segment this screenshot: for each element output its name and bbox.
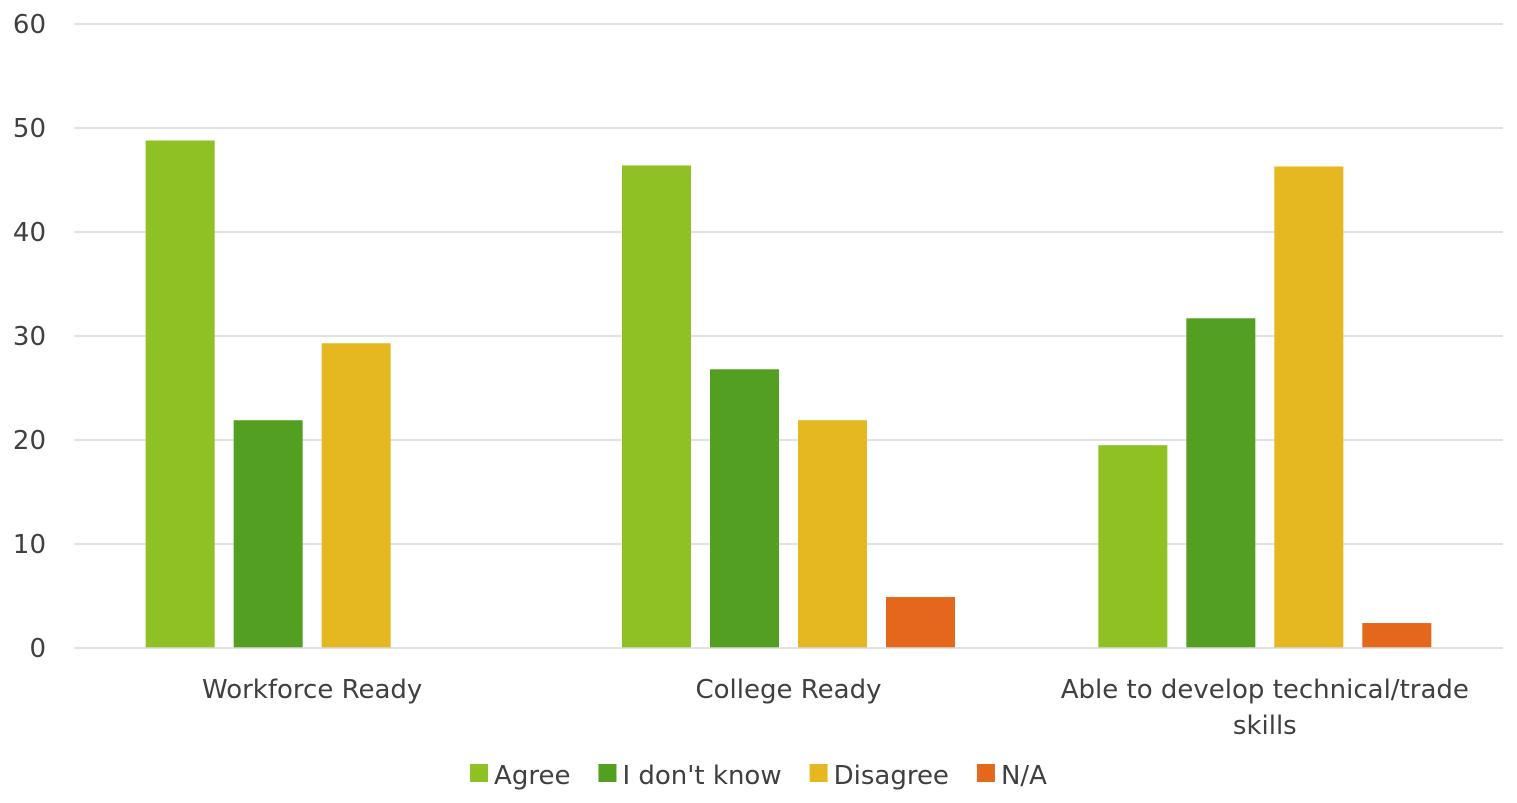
legend-swatch-agree <box>470 764 489 782</box>
y-tick-label-30: 30 <box>13 322 46 352</box>
bar-agree-1 <box>622 165 691 648</box>
bar-n-a-2 <box>1362 623 1432 648</box>
y-tick-label-60: 60 <box>13 10 46 40</box>
y-tick-label-10: 10 <box>13 530 46 560</box>
bar-i-don-t-know-2 <box>1186 318 1256 648</box>
legend-label-n-a: N/A <box>1001 761 1047 791</box>
legend-label-i-don-t-know: I don't know <box>622 761 781 791</box>
legend-swatch-i-don-t-know <box>598 764 617 782</box>
y-tick-label-50: 50 <box>13 114 46 144</box>
x-category-label: College Ready <box>696 675 882 705</box>
bar-agree-0 <box>145 140 215 649</box>
x-axis: Workforce Ready College Ready Able to deve… <box>74 647 1503 741</box>
legend-label-agree: Agree <box>494 761 570 791</box>
bar-i-don-t-know-1 <box>710 369 779 648</box>
bar-agree-2 <box>1098 445 1168 648</box>
y-axis-tick-labels: 0 10 20 30 40 50 60 <box>13 10 46 664</box>
legend-swatch-disagree <box>809 764 828 782</box>
y-tick-label-20: 20 <box>13 426 46 456</box>
x-category-label: Workforce Ready <box>202 675 422 705</box>
bar-disagree-2 <box>1274 166 1344 649</box>
bar-disagree-1 <box>798 420 867 648</box>
bars <box>145 140 1432 649</box>
y-tick-label-40: 40 <box>13 218 46 248</box>
bar-disagree-0 <box>321 343 391 648</box>
legend: Agree I don't know Disagree N/A <box>470 761 1047 791</box>
legend-label-disagree: Disagree <box>834 761 949 791</box>
bar-n-a-1 <box>886 597 955 648</box>
y-tick-label-0: 0 <box>29 634 46 664</box>
gridlines <box>74 23 1503 545</box>
x-category-label: Able to develop technical/trade <box>1061 675 1469 705</box>
legend-swatch-n-a <box>976 764 995 782</box>
x-category-label: skills <box>1233 711 1297 741</box>
bar-i-don-t-know-0 <box>233 420 303 648</box>
